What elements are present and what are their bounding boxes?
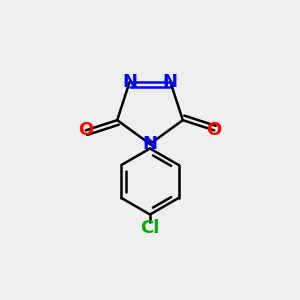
- Text: N: N: [142, 135, 158, 153]
- Text: O: O: [78, 122, 93, 140]
- Text: Cl: Cl: [140, 219, 160, 237]
- Text: N: N: [122, 73, 137, 91]
- Text: O: O: [207, 122, 222, 140]
- Text: N: N: [163, 73, 178, 91]
